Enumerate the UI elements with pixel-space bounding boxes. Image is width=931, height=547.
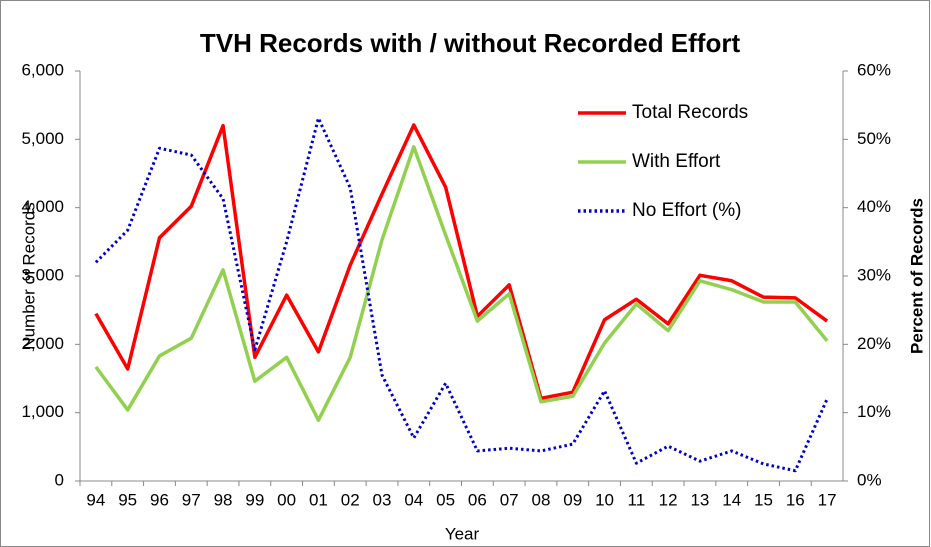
y-tick-label: 5,000: [21, 129, 64, 148]
x-tick-label: 10: [595, 490, 614, 509]
series-line: [94, 123, 829, 401]
y-tick-label: 6,000: [21, 60, 64, 79]
y2-tick-label: 30%: [857, 265, 891, 284]
x-tick-label: 12: [659, 490, 678, 509]
x-tick-label: 14: [722, 490, 741, 509]
series-line: [94, 145, 829, 422]
x-tick-label: 95: [118, 490, 137, 509]
x-tick-label: 01: [309, 490, 328, 509]
legend-label: No Effort (%): [632, 200, 741, 221]
x-tick-label: 99: [245, 490, 264, 509]
y2-axis-label: Percent of Records: [907, 198, 926, 354]
y-tick-label: 0: [55, 470, 64, 489]
y-tick-label: 1,000: [21, 402, 64, 421]
y2-tick-label: 0%: [857, 470, 882, 489]
x-tick-label: 97: [182, 490, 201, 509]
x-tick-label: 08: [532, 490, 551, 509]
x-tick-label: 02: [341, 490, 360, 509]
y-tick-label: 3,000: [21, 265, 64, 284]
x-tick-label: 98: [214, 490, 233, 509]
x-tick-label: 94: [86, 490, 105, 509]
y-tick-label: 4,000: [21, 197, 64, 216]
y-tick-label: 2,000: [21, 334, 64, 353]
x-tick-label: 07: [500, 490, 519, 509]
x-tick-label: 11: [628, 490, 646, 509]
x-tick-label: 04: [404, 490, 423, 509]
series-line: [94, 116, 829, 473]
x-tick-label: 17: [818, 490, 837, 509]
y2-tick-label: 60%: [857, 60, 891, 79]
x-axis-label: Year: [445, 524, 480, 543]
y2-tick-label: 10%: [857, 402, 891, 421]
y2-tick-label: 20%: [857, 334, 891, 353]
x-tick-label: 06: [468, 490, 487, 509]
x-tick-label: 03: [373, 490, 392, 509]
x-tick-label: 00: [277, 490, 296, 509]
x-tick-label: 09: [563, 490, 582, 509]
legend-label: Total Records: [632, 102, 748, 123]
x-tick-label: 16: [786, 490, 805, 509]
y2-tick-label: 50%: [857, 129, 891, 148]
x-tick-label: 13: [690, 490, 709, 509]
x-tick-label: 15: [754, 490, 773, 509]
x-tick-label: 05: [436, 490, 455, 509]
y-axis-label: Number of Records: [19, 202, 38, 349]
chart-title: TVH Records with / without Recorded Effo…: [200, 28, 741, 58]
y2-tick-label: 40%: [857, 197, 891, 216]
x-tick-label: 96: [150, 490, 169, 509]
legend-label: With Effort: [632, 151, 721, 172]
